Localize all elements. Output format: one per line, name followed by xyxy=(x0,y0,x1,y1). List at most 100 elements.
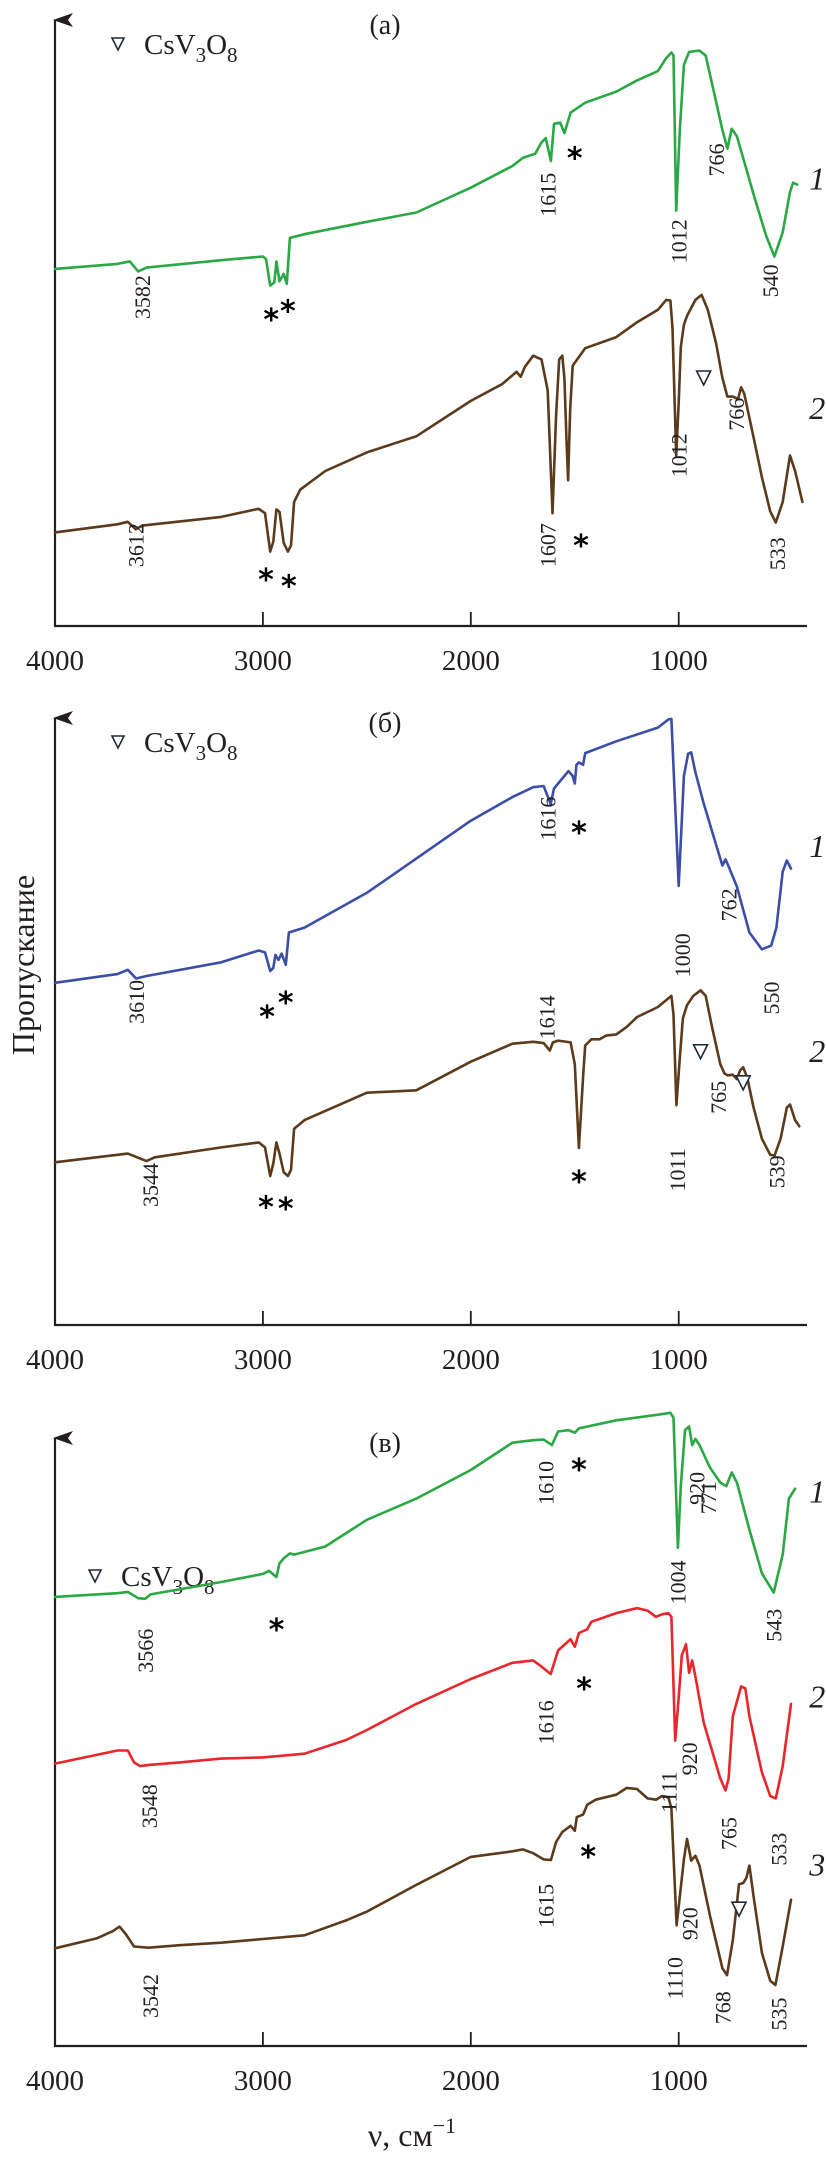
x-tick-label: 2000 xyxy=(442,2065,500,2097)
peak-label: 1012 xyxy=(667,219,692,263)
peak-label: 765 xyxy=(717,1817,742,1850)
x-tick-label: 3000 xyxy=(234,2065,292,2097)
x-tick-label: 3000 xyxy=(234,645,292,677)
x-axis-label-superscript: −1 xyxy=(433,2113,456,2138)
peak-label: 766 xyxy=(704,144,729,177)
legend-label: CsV3O8 xyxy=(144,727,238,765)
panel-label: (в) xyxy=(369,1428,401,1459)
peak-label: 543 xyxy=(761,1609,786,1642)
legend-subscript: 8 xyxy=(227,43,238,67)
legend-subscript: 3 xyxy=(173,1575,184,1599)
legend-formula-part: O xyxy=(206,727,227,759)
legend-subscript: 8 xyxy=(227,741,238,765)
impurity-star-marker: * xyxy=(580,1840,596,1875)
peak-label: 3548 xyxy=(137,1784,162,1828)
impurity-star-marker: * xyxy=(576,1672,592,1707)
peak-label: 3544 xyxy=(138,1163,163,1207)
peak-label: 766 xyxy=(724,398,749,431)
x-tick-label: 1000 xyxy=(650,2065,708,2097)
triangle-marker-icon xyxy=(734,1075,752,1092)
x-tick-label: 4000 xyxy=(26,1344,84,1376)
peak-label: 539 xyxy=(764,1155,789,1188)
peak-label: 1615 xyxy=(534,1884,559,1928)
peak-label: 1614 xyxy=(535,995,560,1039)
curve-number-label: 2 xyxy=(809,1679,825,1715)
x-tick-label: 2000 xyxy=(442,1344,500,1376)
spectrum-curve-3 xyxy=(53,1786,793,1987)
legend-label: CsV3O8 xyxy=(144,29,238,67)
y-axis-label: Пропускание xyxy=(5,875,41,1055)
x-tick-label: 3000 xyxy=(234,1344,292,1376)
impurity-star-marker: * xyxy=(280,295,296,330)
x-axis-label: ν, см−1 xyxy=(368,2113,456,2153)
legend-label: CsV3O8 xyxy=(121,1561,215,1599)
spectrum-curve-1 xyxy=(53,1411,797,1601)
impurity-star-marker: * xyxy=(571,1165,587,1200)
curve-number-label: 3 xyxy=(808,1847,825,1883)
peak-label: 1012 xyxy=(667,433,692,477)
curve-number-label: 2 xyxy=(809,390,825,426)
panel-b: 4000 3000 2000 1000 (б) CsV3O8 3610 3544 1616 100… xyxy=(26,708,825,1376)
peak-label: 771 xyxy=(696,1481,721,1514)
peak-label: 765 xyxy=(706,1081,731,1114)
impurity-star-marker: * xyxy=(258,1191,274,1226)
impurity-star-marker: * xyxy=(281,569,297,604)
x-axis-label-text: ν, см xyxy=(368,2117,433,2153)
peak-label: 3542 xyxy=(138,1974,163,2018)
curve-number-label: 2 xyxy=(809,1033,825,1069)
peak-label: 3610 xyxy=(124,980,149,1024)
peak-label: 1610 xyxy=(534,1461,559,1505)
peak-label: 535 xyxy=(767,1997,792,2030)
peak-label: 1111 xyxy=(656,1771,681,1813)
legend-subscript: 3 xyxy=(196,43,207,67)
legend-formula-part: CsV xyxy=(144,727,196,759)
legend-subscript: 8 xyxy=(204,1575,215,1599)
peak-label: 3582 xyxy=(130,275,155,319)
peak-label: 762 xyxy=(717,888,742,921)
triangle-marker-icon xyxy=(730,1901,748,1918)
triangle-marker-icon xyxy=(692,1043,709,1061)
impurity-star-marker: * xyxy=(263,303,279,338)
peak-label: 540 xyxy=(758,264,783,297)
spectrum-curve-2 xyxy=(53,1606,793,1800)
peak-label: 1110 xyxy=(663,1957,688,1999)
triangle-marker-icon xyxy=(87,1569,103,1584)
x-tick-label: 4000 xyxy=(26,645,84,677)
impurity-star-marker: * xyxy=(278,986,294,1021)
curve-number-label: 1 xyxy=(809,1473,825,1509)
x-tick-label: 1000 xyxy=(650,645,708,677)
triangle-marker-icon xyxy=(110,735,126,750)
peak-label: 1616 xyxy=(534,1700,559,1744)
spectrum-curve-1 xyxy=(53,717,793,985)
curve-number-label: 1 xyxy=(809,161,825,197)
spectrum-curve-1 xyxy=(53,49,799,287)
x-tick-label: 1000 xyxy=(650,1344,708,1376)
legend-formula-part: CsV xyxy=(121,1561,173,1593)
impurity-star-marker: * xyxy=(278,1192,294,1227)
spectrum-curve-2 xyxy=(53,293,804,553)
impurity-star-marker: * xyxy=(269,1613,285,1648)
peak-label: 533 xyxy=(767,1833,792,1866)
panel-label: (б) xyxy=(369,708,402,739)
peak-label: 1607 xyxy=(536,523,561,567)
peak-label: 1000 xyxy=(670,933,695,977)
impurity-star-marker: * xyxy=(571,1453,587,1488)
spectrum-curve-2 xyxy=(53,989,801,1178)
legend-subscript: 3 xyxy=(196,741,207,765)
peak-label: 3612 xyxy=(124,523,149,567)
triangle-marker-icon xyxy=(110,37,126,52)
impurity-star-marker: * xyxy=(259,1000,275,1035)
peak-label: 1616 xyxy=(536,797,561,841)
peak-label: 533 xyxy=(765,537,790,570)
legend-formula-part: CsV xyxy=(144,29,196,61)
panel-a: 4000 3000 2000 1000 (a) CsV3O8 3582 3612 1615 101… xyxy=(26,10,825,677)
legend-formula-part: O xyxy=(206,29,227,61)
triangle-marker-icon xyxy=(695,370,712,387)
peak-label: 920 xyxy=(677,1742,702,1775)
impurity-star-marker: * xyxy=(573,529,589,564)
peak-label: 3566 xyxy=(133,1629,158,1673)
peak-label: 1004 xyxy=(666,1560,691,1604)
impurity-star-marker: * xyxy=(258,563,274,598)
peak-label: 768 xyxy=(710,1991,735,2024)
